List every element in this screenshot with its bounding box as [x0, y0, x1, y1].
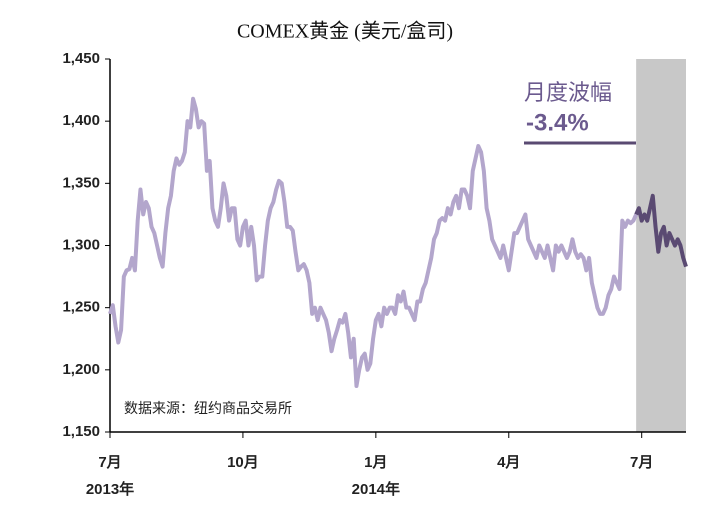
y-tick-label: 1,150: [62, 423, 100, 440]
chart-title: COMEX黄金 (美元/盒司): [237, 20, 453, 43]
y-tick-label: 1,200: [62, 361, 100, 378]
annotation-label: 月度波幅: [524, 81, 612, 106]
x-tick-label: 10月: [227, 454, 259, 471]
x-year-label: 2014年: [352, 480, 400, 498]
x-year-label: 2013年: [86, 480, 134, 498]
y-tick-label: 1,300: [62, 236, 100, 253]
annotation-value: -3.4%: [526, 109, 589, 136]
y-tick-label: 1,250: [62, 299, 100, 316]
y-tick-label: 1,450: [62, 50, 100, 67]
x-tick-label: 4月: [497, 454, 520, 471]
price-line: [108, 96, 638, 388]
source-note: 数据来源：纽约商品交易所: [124, 400, 292, 417]
x-tick-label: 7月: [630, 454, 653, 471]
price-line: [634, 193, 688, 268]
x-tick-label: 7月: [98, 454, 121, 471]
y-tick-label: 1,400: [62, 112, 100, 129]
x-tick-label: 1月: [364, 454, 387, 471]
y-tick-label: 1,350: [62, 174, 100, 191]
